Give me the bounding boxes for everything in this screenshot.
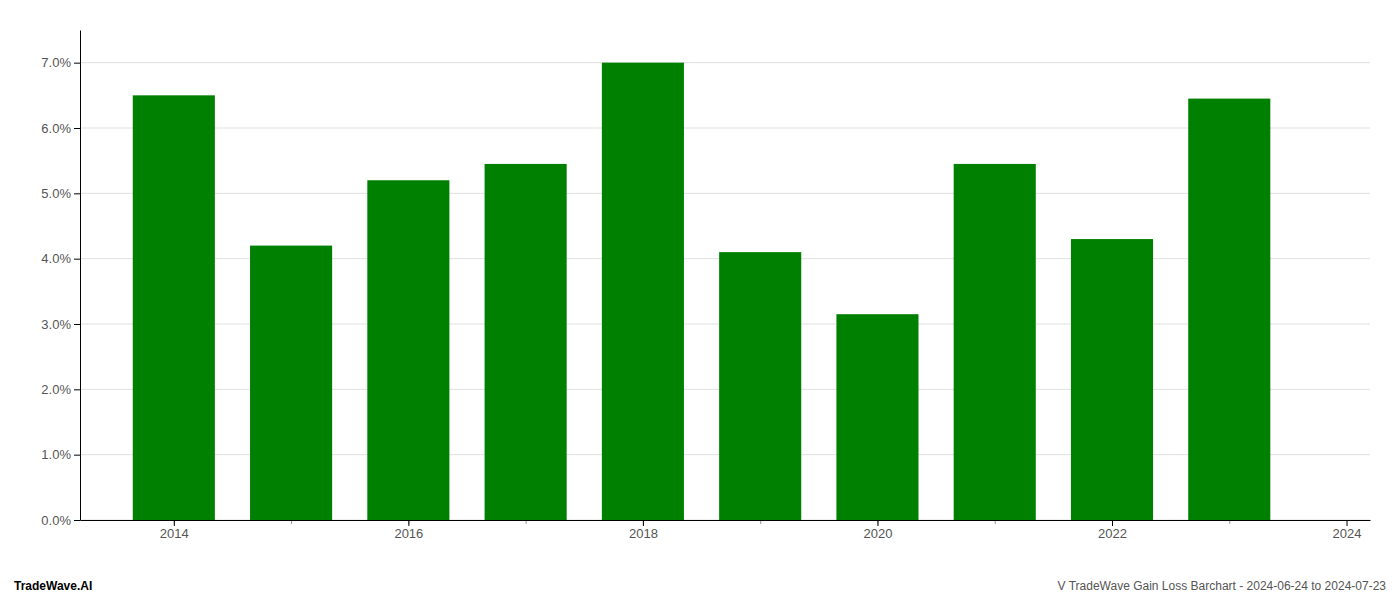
- chart: 2014 2016 2018 2020 2022 2024 0.0% 1.0% 2.0% 3.0%…: [0, 0, 1400, 600]
- y-tick-label: 7.0%: [41, 55, 71, 70]
- bars: [133, 63, 1271, 520]
- y-tick: 3.0%: [41, 317, 80, 332]
- x-tick: 2014: [160, 520, 189, 541]
- y-tick-line: [74, 389, 80, 390]
- x-tick-line: [643, 520, 644, 526]
- x-tick: 2024: [1333, 520, 1362, 541]
- x-tick: 2020: [863, 520, 892, 541]
- y-tick-line: [74, 193, 80, 194]
- y-tick-label: 1.0%: [41, 447, 71, 462]
- x-tick-label: 2014: [160, 526, 189, 541]
- grid: [80, 63, 1370, 520]
- x-axis-line: [81, 520, 1371, 521]
- bar: [367, 180, 449, 520]
- grid-line: [80, 62, 1370, 63]
- x-tick: 2022: [1098, 520, 1127, 541]
- bar: [133, 95, 215, 520]
- y-tick-label: 6.0%: [41, 121, 71, 136]
- y-tick-line: [74, 259, 80, 260]
- y-axis: 0.0% 1.0% 2.0% 3.0% 4.0% 5.0% 6.0% 7.0%: [41, 31, 80, 528]
- x-tick: 2016: [394, 520, 423, 541]
- x-tick-label: 2020: [863, 526, 892, 541]
- y-tick: 6.0%: [41, 121, 80, 136]
- x-tick: 2018: [629, 520, 658, 541]
- x-tick-line: [877, 520, 878, 526]
- grid-line: [80, 193, 1370, 194]
- y-tick: 2.0%: [41, 382, 80, 397]
- bar: [602, 63, 684, 520]
- x-axis: 2014 2016 2018 2020 2022 2024: [81, 520, 1371, 541]
- y-tick: 7.0%: [41, 55, 80, 70]
- x-tick-line: [174, 520, 175, 526]
- x-tick-label: 2016: [394, 526, 423, 541]
- x-tick-line: [408, 520, 409, 526]
- y-tick-label: 5.0%: [41, 186, 71, 201]
- grid-line: [80, 128, 1370, 129]
- bar: [954, 164, 1036, 520]
- bar: [719, 252, 801, 520]
- y-tick-line: [74, 63, 80, 64]
- title: V TradeWave Gain Loss Barchart - 2024-06…: [1058, 579, 1387, 593]
- x-tick-label: 2022: [1098, 526, 1127, 541]
- x-tick-line: [1347, 520, 1348, 526]
- y-tick-line: [74, 520, 80, 521]
- y-tick-label: 2.0%: [41, 382, 71, 397]
- y-tick-line: [74, 455, 80, 456]
- y-axis-line: [80, 31, 81, 521]
- y-tick-label: 3.0%: [41, 317, 71, 332]
- x-tick-label: 2018: [629, 526, 658, 541]
- y-tick: 0.0%: [41, 513, 80, 528]
- y-tick-line: [74, 324, 80, 325]
- bar: [1071, 239, 1153, 520]
- y-tick: 5.0%: [41, 186, 80, 201]
- y-tick-label: 0.0%: [41, 513, 71, 528]
- y-tick: 1.0%: [41, 447, 80, 462]
- x-tick-label: 2024: [1333, 526, 1362, 541]
- y-tick-label: 4.0%: [41, 251, 71, 266]
- annotation: TradeWave.AI: [14, 579, 92, 593]
- bar: [836, 314, 918, 520]
- y-tick: 4.0%: [41, 251, 80, 266]
- bar: [250, 246, 332, 520]
- y-tick-line: [74, 128, 80, 129]
- bar: [485, 164, 567, 520]
- bar: [1188, 99, 1270, 520]
- x-tick-line: [1112, 520, 1113, 526]
